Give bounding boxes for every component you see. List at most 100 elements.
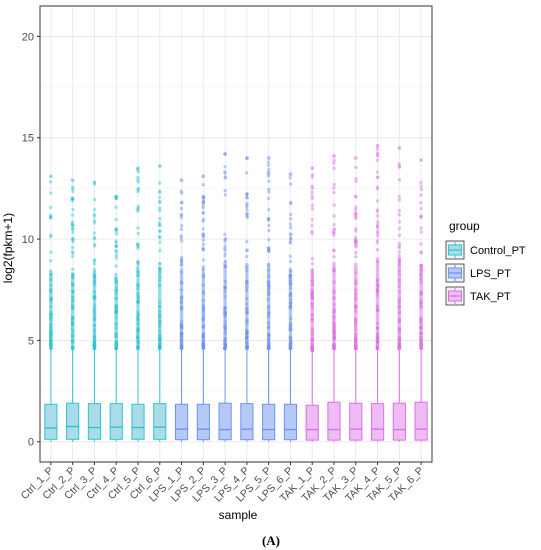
box-Ctrl_2_P <box>66 178 80 442</box>
max-outlier-point <box>332 154 336 158</box>
outlier-point <box>223 176 227 180</box>
outlier-point <box>70 196 75 200</box>
outlier-point <box>201 242 206 247</box>
outlier-point <box>92 242 97 247</box>
outlier-point <box>70 250 75 254</box>
outlier-point <box>136 209 140 213</box>
outlier-point <box>70 197 75 201</box>
outlier-point <box>114 227 118 232</box>
outlier-point <box>332 158 336 163</box>
iqr-box <box>196 403 210 441</box>
outlier-point <box>71 237 75 241</box>
outlier-point <box>92 269 97 274</box>
max-outlier-point <box>266 156 271 160</box>
outlier-point <box>157 234 162 239</box>
outlier-point <box>180 200 184 205</box>
outlier-point <box>397 213 401 217</box>
iqr-box <box>262 403 276 441</box>
outlier-point <box>375 226 380 230</box>
box-TAK_6_P <box>414 158 428 442</box>
y-axis-title: log2(fpkm+1) <box>1 213 15 283</box>
outlier-point <box>136 262 140 266</box>
outlier-point <box>375 199 380 203</box>
outlier-point <box>245 215 249 219</box>
outlier-point <box>353 237 358 242</box>
iqr-box <box>218 402 232 441</box>
outlier-point <box>266 196 271 201</box>
outlier-point <box>179 259 184 264</box>
max-outlier-point <box>353 156 358 160</box>
outlier-point <box>332 190 336 195</box>
outlier-point <box>201 217 206 221</box>
outlier-point <box>114 250 119 254</box>
max-outlier-point <box>157 164 162 168</box>
box-LPS_2_P <box>196 174 210 442</box>
outlier-point <box>92 270 97 275</box>
outlier-point <box>92 244 97 248</box>
iqr-box <box>87 403 102 440</box>
outlier-dense-band <box>223 260 227 349</box>
outlier-point <box>201 267 205 271</box>
panel-border <box>39 5 433 463</box>
outlier-point <box>245 196 249 200</box>
outlier-dense-band <box>201 270 206 349</box>
outlier-point <box>354 205 358 209</box>
outlier-point <box>419 193 423 197</box>
outlier-point <box>375 208 380 212</box>
outlier-point <box>49 233 53 237</box>
outlier-point <box>267 172 271 176</box>
outlier-point <box>375 224 380 229</box>
y-tick-label: 0 <box>28 437 34 449</box>
iqr-box <box>283 403 298 441</box>
outlier-point <box>180 255 184 259</box>
outlier-point <box>158 248 162 253</box>
outlier-point <box>332 161 336 166</box>
outlier-point <box>419 242 423 246</box>
outlier-point <box>157 190 162 195</box>
box-TAK_5_P <box>392 146 406 442</box>
outlier-point <box>201 203 205 208</box>
outlier-point <box>179 189 184 193</box>
outlier-point <box>92 237 96 241</box>
outlier-point <box>114 227 118 231</box>
iqr-box <box>174 403 189 441</box>
outlier-point <box>71 251 75 255</box>
outlier-point <box>201 211 205 215</box>
outlier-point <box>397 253 401 258</box>
outlier-point <box>397 241 402 246</box>
outlier-point <box>332 166 336 170</box>
outlier-point <box>353 213 358 217</box>
outlier-point <box>223 251 227 256</box>
outlier-point <box>353 235 358 240</box>
outlier-dense-band <box>245 262 249 349</box>
outlier-point <box>70 254 75 259</box>
outlier-point <box>180 270 184 274</box>
outlier-point <box>310 184 314 189</box>
outlier-point <box>419 180 423 184</box>
outlier-point <box>223 246 227 251</box>
outlier-point <box>267 228 271 233</box>
outlier-point <box>179 201 184 205</box>
outlier-point <box>245 214 249 218</box>
outlier-point <box>288 182 293 186</box>
outlier-point <box>288 239 293 244</box>
outlier-point <box>179 270 184 274</box>
outlier-point <box>48 213 53 218</box>
outlier-point <box>267 190 271 194</box>
outlier-point <box>71 230 75 235</box>
outlier-point <box>266 163 271 167</box>
outlier-point <box>375 175 380 180</box>
outlier-point <box>70 185 75 189</box>
outlier-point <box>267 167 271 172</box>
outlier-point <box>353 238 358 243</box>
outlier-point <box>332 182 336 187</box>
outlier-dense-band <box>419 263 423 349</box>
outlier-point <box>201 219 205 223</box>
outlier-point <box>70 223 75 227</box>
outlier-point <box>354 244 358 249</box>
outlier-point <box>288 259 293 264</box>
outlier-point <box>201 200 206 205</box>
box-TAK_3_P <box>349 156 363 442</box>
outlier-point <box>70 222 75 227</box>
outlier-point <box>180 191 184 195</box>
